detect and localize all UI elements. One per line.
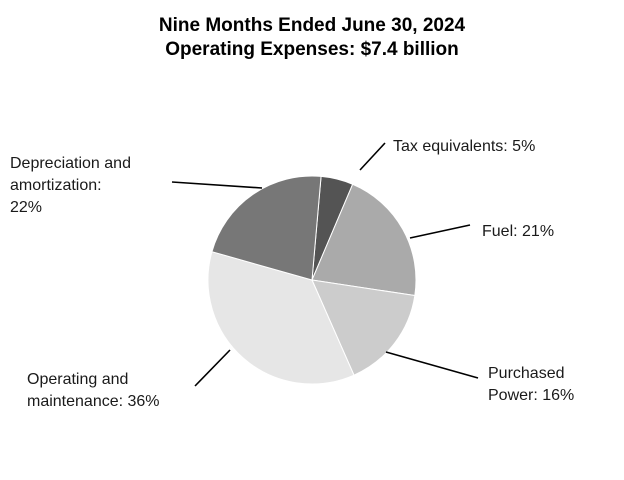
- slice-label-line: Power: 16%: [488, 387, 574, 404]
- chart-title-block: Nine Months Ended June 30, 2024 Operatin…: [0, 14, 624, 62]
- leader-lines: [171, 142, 479, 387]
- slice-label: Operating and maintenance: 36%: [27, 371, 160, 410]
- slice-label-line: Depreciation and: [10, 155, 131, 172]
- leader-line: [194, 349, 231, 387]
- leader-line: [171, 181, 263, 189]
- leader-line: [359, 142, 386, 171]
- slice-label-line: 22%: [10, 199, 42, 216]
- slice-label-line: Fuel: 21%: [482, 223, 554, 240]
- chart-title: Nine Months Ended June 30, 2024: [158, 15, 466, 36]
- slice-label-line: amortization:: [10, 177, 102, 194]
- leader-line: [385, 351, 479, 379]
- pie-slice-purchased-power: [311, 279, 416, 376]
- slice-label-line: maintenance: 36%: [27, 393, 160, 410]
- pie-slice-operating-and-maintenance: [207, 251, 355, 385]
- pie-slices: [207, 175, 417, 385]
- slice-label: Tax equivalents: 5%: [393, 138, 535, 155]
- slice-label: Depreciation and amortization: 22%: [10, 155, 131, 216]
- slice-label: Purchased Power: 16%: [488, 365, 574, 404]
- pie-slice-fuel: [311, 183, 417, 297]
- slice-label-line: Tax equivalents: 5%: [393, 138, 535, 155]
- slice-label: Fuel: 21%: [482, 223, 554, 240]
- slice-label-line: Purchased: [488, 365, 565, 382]
- slice-labels: Tax equivalents: 5% Fuel: 21% Purchased Pow…: [10, 138, 574, 410]
- slice-label-line: Operating and: [27, 371, 128, 388]
- pie-slice-depreciation-and-amortization: [211, 175, 322, 281]
- chart-subtitle: Operating Expenses: $7.4 billion: [165, 39, 459, 60]
- leader-line: [409, 224, 471, 239]
